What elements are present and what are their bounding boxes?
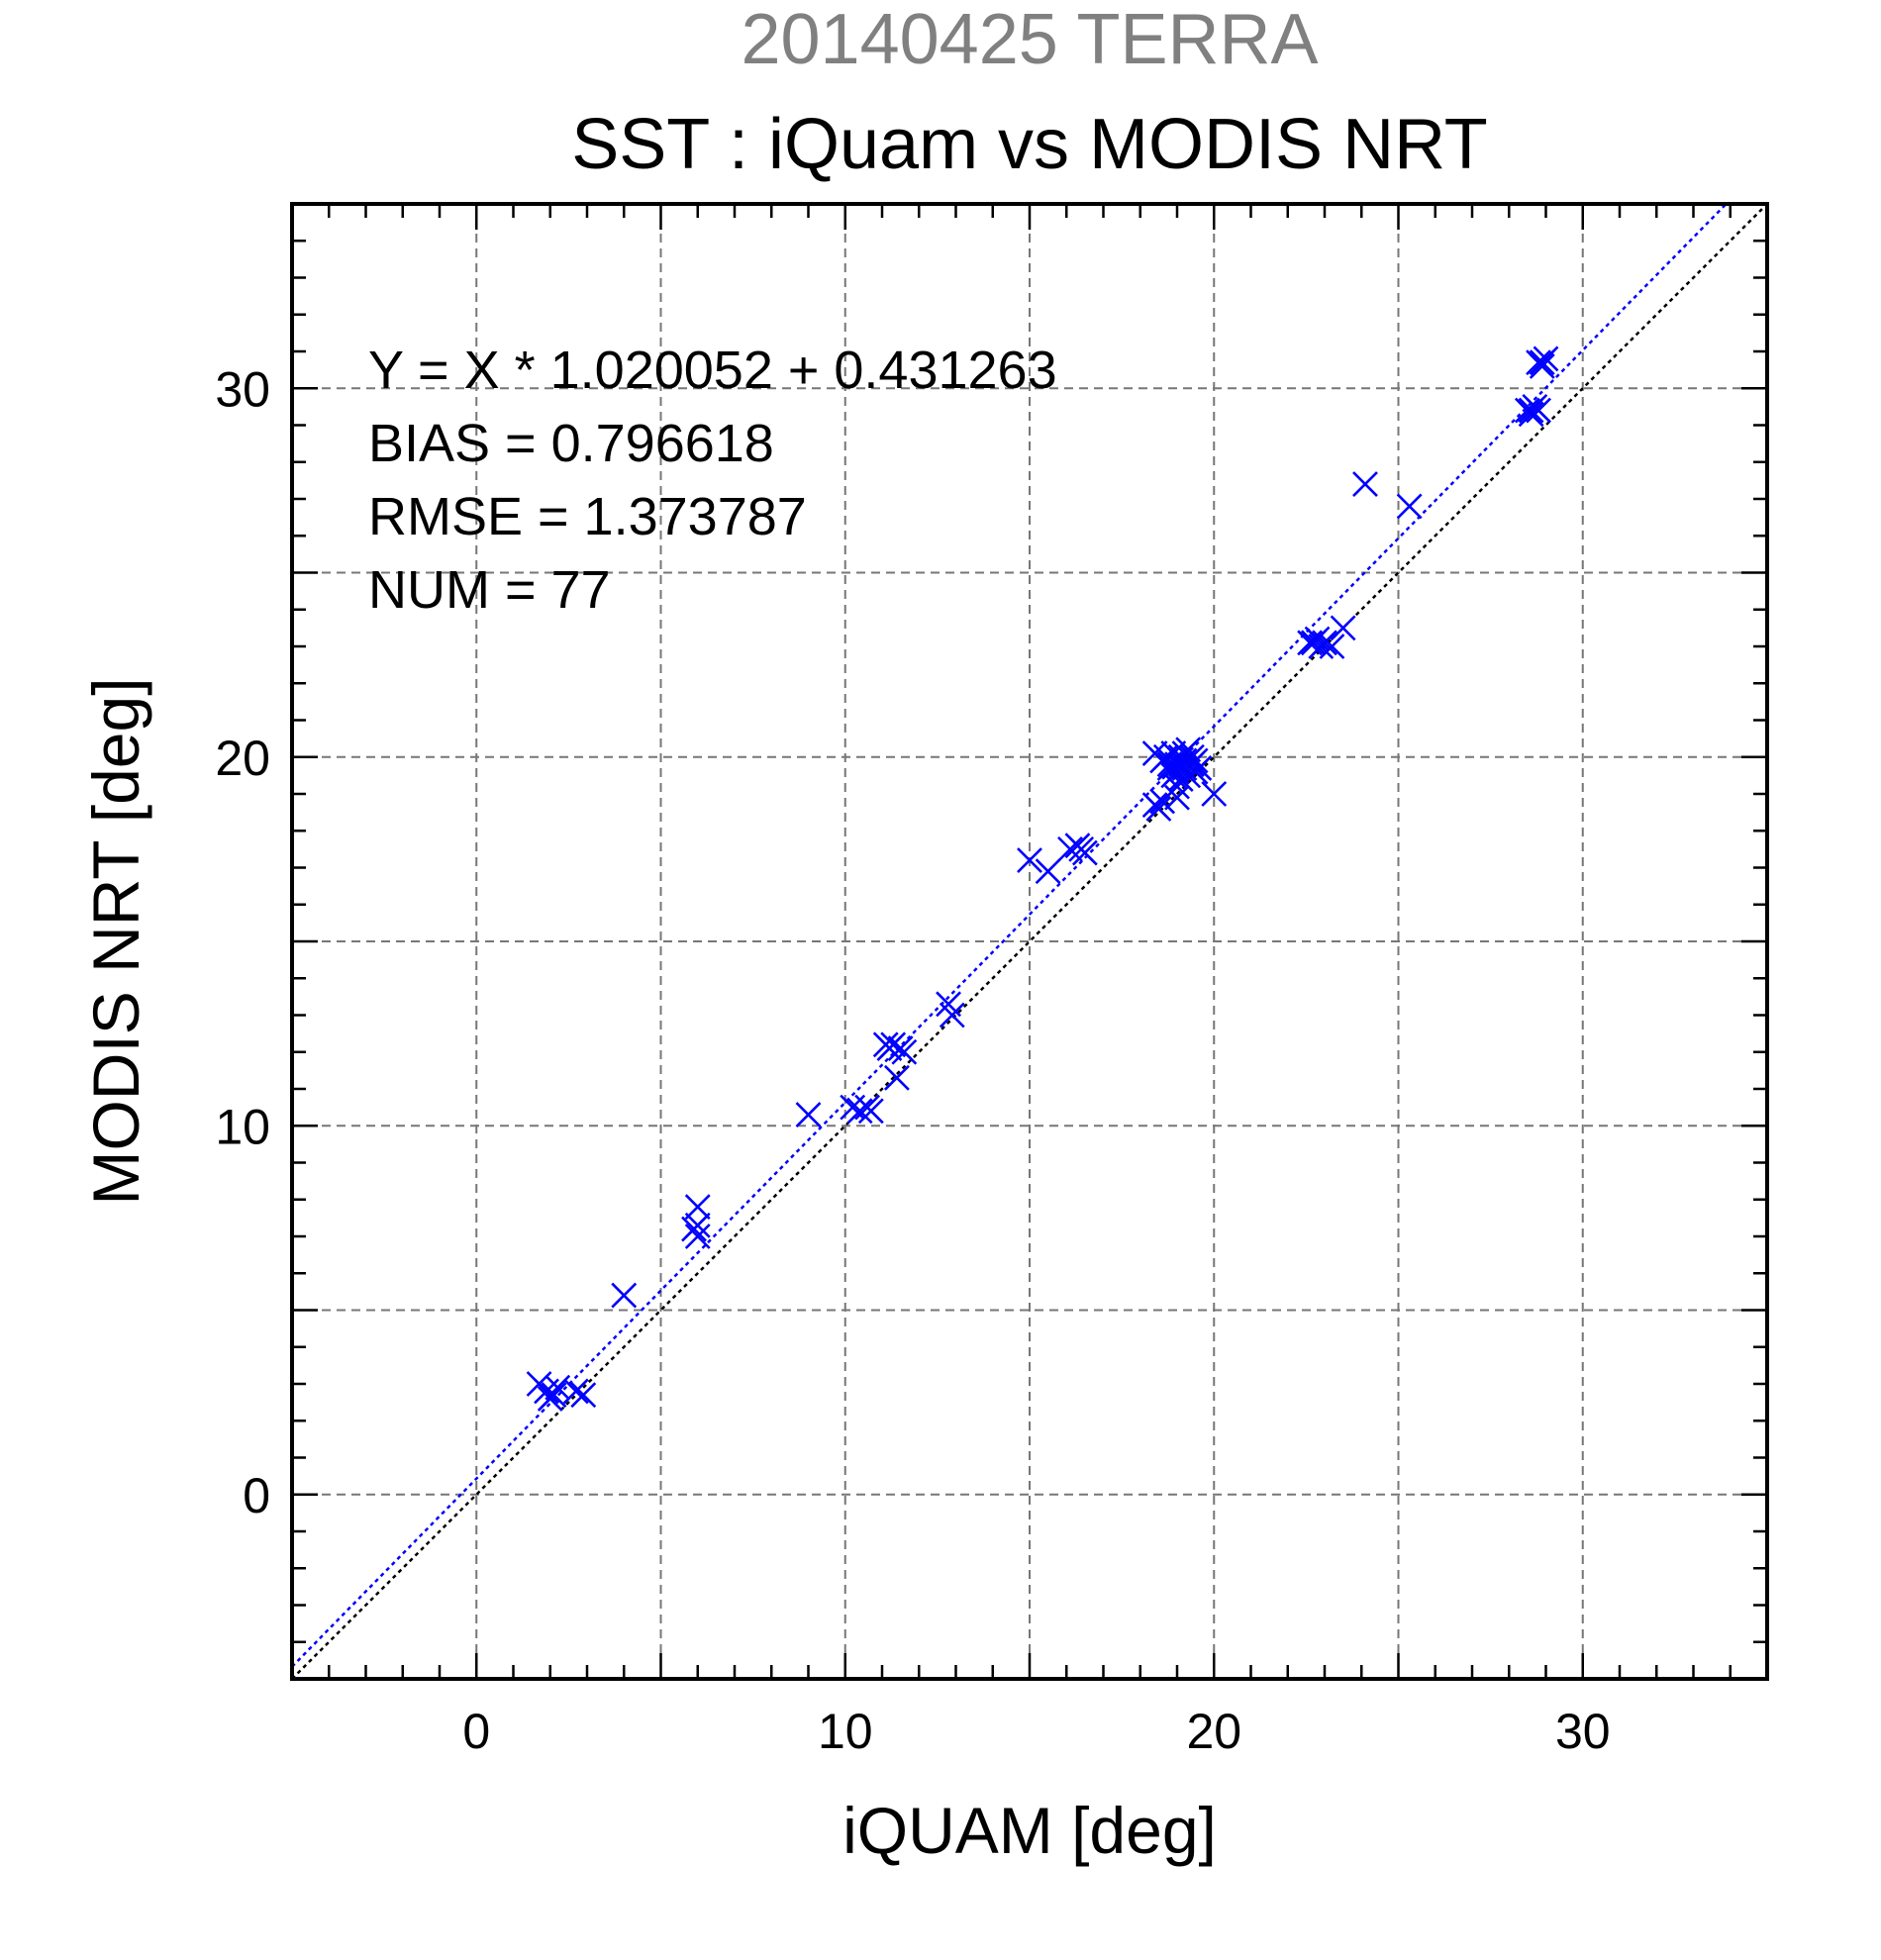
data-point	[1201, 781, 1228, 807]
data-point	[1352, 471, 1378, 498]
data-point	[1164, 773, 1190, 800]
data-point	[1035, 858, 1061, 885]
num-value: NUM = 77	[368, 560, 611, 620]
data-point	[795, 1102, 822, 1127]
tick-labels: 0 10 20 30 0 10 20 30	[215, 361, 1610, 1759]
x-tick-label: 0	[462, 1704, 490, 1759]
data-point	[684, 1224, 711, 1249]
data-point	[1164, 784, 1190, 811]
chart-supertitle: 20140425 TERRA	[741, 0, 1318, 79]
data-point	[857, 1098, 884, 1125]
data-point	[681, 1216, 707, 1242]
data-point	[840, 1094, 866, 1121]
data-point	[1300, 630, 1327, 656]
data-point	[1330, 615, 1356, 641]
data-point	[541, 1382, 567, 1409]
identity-line	[291, 203, 1768, 1680]
data-point	[1518, 397, 1544, 424]
y-tick-label: 20	[215, 731, 270, 786]
data-point	[1182, 747, 1209, 774]
data-point	[1529, 352, 1555, 379]
chart-title: SST : iQuam vs MODIS NRT	[571, 105, 1488, 184]
y-tick-label: 30	[215, 361, 270, 417]
data-point	[684, 1194, 711, 1221]
data-point	[1156, 751, 1183, 778]
data-points	[526, 345, 1559, 1412]
data-point	[883, 1064, 910, 1091]
data-point	[1145, 795, 1172, 822]
axis-ticks	[292, 204, 1767, 1679]
data-point	[570, 1382, 597, 1409]
data-point	[1167, 751, 1194, 778]
data-point	[1396, 493, 1423, 520]
grid-lines	[292, 204, 1767, 1679]
data-point	[891, 1038, 918, 1065]
data-point	[1312, 630, 1337, 656]
data-point	[562, 1378, 589, 1405]
x-tick-label: 30	[1555, 1704, 1611, 1759]
data-point	[1068, 835, 1095, 862]
data-point	[876, 1035, 903, 1061]
data-point	[939, 1002, 965, 1029]
data-point	[846, 1098, 873, 1125]
rmse-value: RMSE = 1.373787	[368, 487, 807, 546]
fit-line	[291, 203, 1728, 1668]
stats-annotation: Y = X * 1.020052 + 0.431263 BIAS = 0.796…	[368, 341, 1057, 620]
y-axis-label: MODIS NRT [deg]	[79, 677, 152, 1205]
data-point	[1017, 847, 1042, 873]
reference-lines	[291, 203, 1768, 1680]
bias-value: BIAS = 0.796618	[368, 414, 774, 473]
plot-frame	[290, 202, 1769, 1681]
x-tick-label: 20	[1186, 1704, 1241, 1759]
data-point	[1518, 401, 1544, 428]
data-point	[1057, 835, 1083, 862]
y-tick-label: 0	[243, 1468, 270, 1523]
data-point	[1529, 349, 1555, 376]
regression-equation: Y = X * 1.020052 + 0.431263	[368, 341, 1057, 400]
y-tick-label: 10	[215, 1099, 270, 1154]
x-axis-label: iQUAM [deg]	[842, 1794, 1217, 1867]
data-point	[1526, 397, 1551, 424]
data-point	[611, 1282, 638, 1309]
x-tick-label: 10	[818, 1704, 873, 1759]
